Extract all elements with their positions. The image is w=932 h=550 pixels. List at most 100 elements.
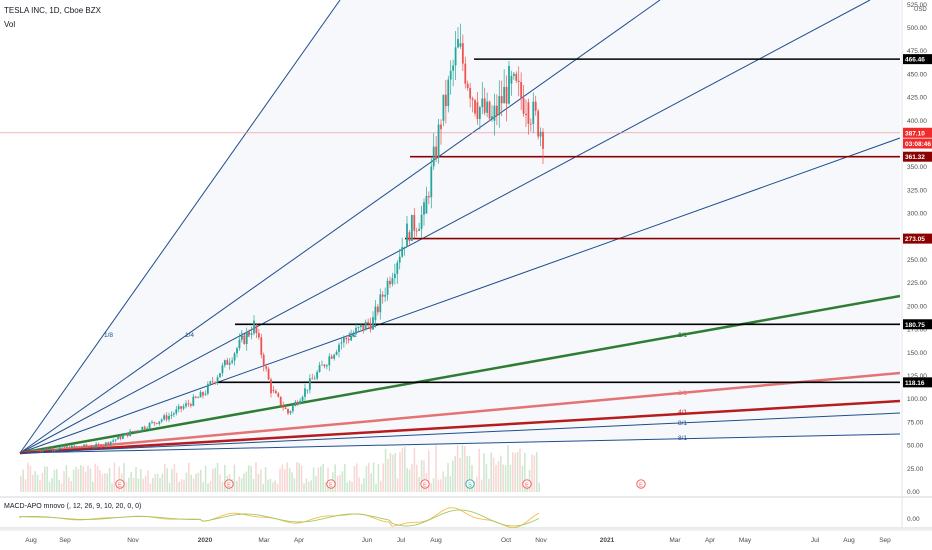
candle-body <box>39 450 42 452</box>
candle-body <box>415 230 418 232</box>
candle-body <box>68 447 71 450</box>
volume-bar <box>56 469 58 492</box>
volume-bar <box>368 462 370 492</box>
volume-bar <box>435 445 437 492</box>
volume-bar <box>370 473 372 492</box>
price-tags: 466.46 387.10 03:08:46 361.32 273.05 180.75 11… <box>903 54 932 388</box>
candle-body <box>313 378 316 380</box>
volume-bar <box>214 467 216 492</box>
volume-bar <box>480 479 483 492</box>
candle-body <box>520 81 523 98</box>
volume-bar <box>108 467 111 492</box>
candle-body <box>500 96 503 104</box>
volume-bar <box>27 462 29 492</box>
gann-ray <box>19 399 901 455</box>
volume-bar <box>99 470 101 492</box>
volume-bar <box>442 471 444 492</box>
volume-bar <box>291 472 293 492</box>
volume-bar <box>351 481 353 492</box>
candle-body <box>391 278 394 285</box>
candle-body <box>311 378 314 380</box>
candle-body <box>321 364 323 366</box>
volume-bar <box>430 483 432 492</box>
candle-body <box>364 321 367 331</box>
candle-body <box>197 397 200 399</box>
candle-body <box>114 439 117 441</box>
candle-body <box>158 421 161 424</box>
volume-bar <box>478 448 480 492</box>
candle-body <box>46 448 49 451</box>
y-tick-label: 125.00 <box>907 373 927 380</box>
candle-body <box>221 365 224 374</box>
volume-bar <box>389 453 392 492</box>
volume-bar <box>188 462 190 492</box>
candle-body <box>483 98 486 113</box>
candle-body <box>131 431 134 432</box>
candle-body <box>92 446 95 448</box>
x-tick-label: Apr <box>294 537 305 544</box>
candle-body <box>272 389 275 391</box>
candle-body <box>85 444 88 447</box>
price-tag-bg <box>903 151 932 162</box>
volume-bar <box>219 474 221 492</box>
candle-body <box>461 43 464 64</box>
volume-bar <box>130 472 132 492</box>
volume-bar <box>334 464 336 492</box>
volume-bar <box>80 465 82 492</box>
volume-bar <box>204 465 207 492</box>
gann-ray-label: 3/1 <box>678 390 687 397</box>
gann-ray <box>19 371 901 455</box>
volume-bar <box>92 481 94 492</box>
candle-body <box>306 389 309 391</box>
x-tick-label: Jul <box>811 537 820 544</box>
candle-body <box>267 368 270 380</box>
gann-ray <box>19 412 901 454</box>
candle-body <box>527 102 530 124</box>
volume-bar <box>418 477 420 492</box>
y-tick-label: 0.00 <box>907 489 920 496</box>
macd-label: MACD-APO mnovo (, 12, 26, 9, 10, 20, 0, … <box>4 503 142 510</box>
candle-body <box>138 430 141 432</box>
candle-body <box>418 228 421 231</box>
volume-bar <box>44 466 46 492</box>
candle-body <box>537 110 540 137</box>
volume-bar <box>459 458 461 492</box>
candle-body <box>529 123 532 125</box>
candle-body <box>403 246 406 248</box>
gann-ray-label: 8/1 <box>678 435 687 442</box>
gann-ray-label: 8/1 <box>678 420 687 427</box>
gann-ray <box>19 137 901 454</box>
signal-line <box>19 509 540 527</box>
candle-body <box>80 446 83 448</box>
volume-bar <box>365 466 368 492</box>
earnings-marker <box>636 479 646 489</box>
candle-body <box>136 430 139 432</box>
candle-body <box>384 294 387 297</box>
x-tick-label: Apr <box>705 537 716 544</box>
candle-body <box>464 63 467 84</box>
volume-bar <box>471 465 473 492</box>
candle-body <box>495 105 498 116</box>
candle-body <box>481 98 484 108</box>
candle-body <box>177 406 180 410</box>
candle-body <box>236 348 238 354</box>
candle-body <box>294 401 297 406</box>
candle-body <box>469 87 472 99</box>
candle-body <box>228 362 231 365</box>
x-tick-label: May <box>739 537 752 544</box>
volume-bar <box>236 480 238 492</box>
volume-bar <box>94 463 96 492</box>
gann-ray-label: 1/8 <box>104 332 113 339</box>
volume-bar <box>101 474 104 492</box>
volume-bar <box>363 477 365 492</box>
candle-body <box>369 323 372 330</box>
volume-bar <box>423 460 425 492</box>
candle-body <box>444 94 447 107</box>
x-tick-label: Mar <box>669 537 681 544</box>
candle-body <box>260 337 263 355</box>
candle-body <box>134 430 136 432</box>
candle-body <box>335 351 338 355</box>
